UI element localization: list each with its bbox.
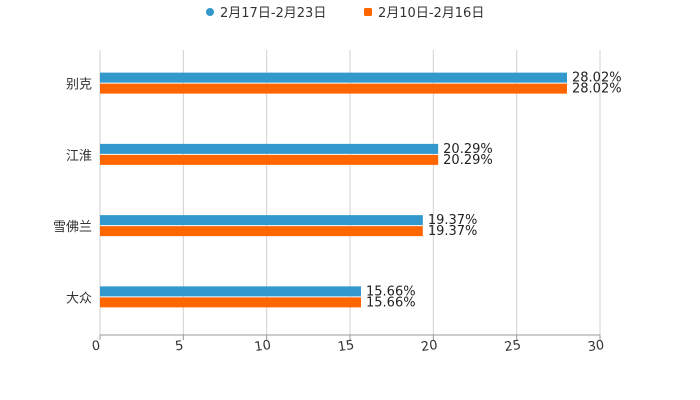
- data-label: 28.02%: [572, 82, 622, 97]
- legend-marker: [364, 8, 372, 16]
- data-label: 19.37%: [428, 224, 478, 239]
- category-label: 雪佛兰: [53, 220, 92, 235]
- bar: [100, 72, 567, 83]
- bar: [100, 143, 439, 154]
- legend-label: 2月10日-2月16日: [378, 6, 484, 21]
- category-label: 别克: [66, 78, 92, 93]
- category-label: 江淮: [66, 149, 92, 164]
- x-tick-label: 20: [420, 338, 438, 355]
- bar: [100, 215, 423, 226]
- data-label: 20.29%: [443, 153, 493, 168]
- bar: [100, 297, 361, 308]
- bar: [100, 226, 423, 237]
- x-tick-label: 5: [174, 338, 184, 354]
- data-label: 20.29%: [443, 142, 493, 157]
- x-tick-label: 0: [91, 338, 101, 354]
- x-tick-label: 15: [337, 338, 355, 355]
- data-label: 19.37%: [428, 213, 478, 228]
- category-label: 大众: [66, 291, 92, 306]
- bar: [100, 286, 361, 297]
- bar: [100, 83, 567, 94]
- data-label: 15.66%: [366, 295, 416, 310]
- data-label: 28.02%: [572, 71, 622, 86]
- legend-label: 2月17日-2月23日: [220, 6, 326, 21]
- x-tick-label: 10: [253, 338, 271, 355]
- x-tick-label: 25: [503, 338, 521, 355]
- bar: [100, 154, 439, 165]
- legend-marker: [206, 8, 214, 16]
- data-label: 15.66%: [366, 284, 416, 299]
- x-tick-label: 30: [587, 338, 605, 355]
